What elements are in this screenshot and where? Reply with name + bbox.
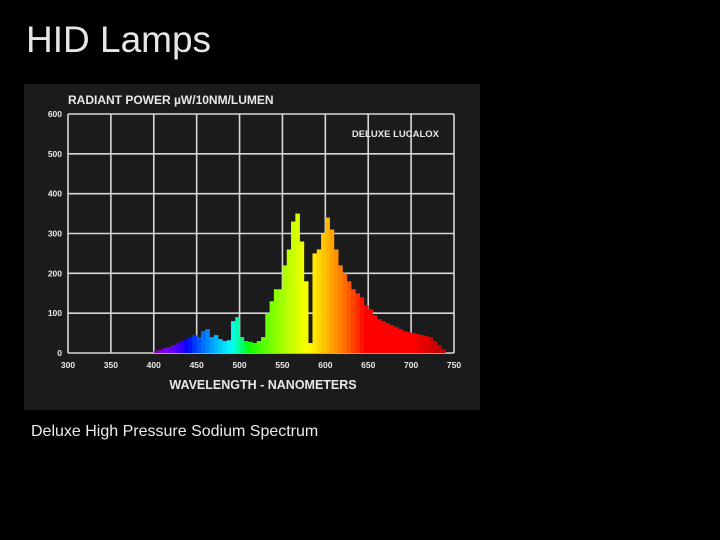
y-tick-label-200: 200 xyxy=(48,268,62,278)
spectrum-bar-475 xyxy=(218,339,223,353)
spectrum-bar-535 xyxy=(269,301,275,353)
spectrum-bar-470 xyxy=(213,335,219,353)
spectrum-bar-495 xyxy=(235,317,240,353)
x-tick-label-550: 550 xyxy=(275,360,289,370)
spectrum-bar-670 xyxy=(385,323,390,353)
spectrum-bar-440 xyxy=(188,337,193,353)
spectrum-bar-445 xyxy=(192,335,197,353)
spectrum-bar-520 xyxy=(256,341,262,353)
y-tick-labels: 0 100 200 300 400 500 600 xyxy=(48,109,62,358)
spectrum-bar-560 xyxy=(291,221,296,353)
spectrum-bar-545 xyxy=(278,289,283,353)
spectrum-bar-610 xyxy=(333,249,339,353)
chart-bars xyxy=(153,213,446,353)
spectrum-figure: RADIANT POWER µW/10NM/LUMEN DELUXE LUCAL… xyxy=(24,84,480,410)
figure-caption: Deluxe High Pressure Sodium Spectrum xyxy=(31,423,319,440)
spectrum-bar-645 xyxy=(363,305,369,353)
spectrum-bar-410 xyxy=(162,348,167,353)
chart-legend: DELUXE LUCALOX xyxy=(352,129,440,140)
spectrum-bar-485 xyxy=(226,340,232,353)
spectrum-chart: RADIANT POWER µW/10NM/LUMEN DELUXE LUCAL… xyxy=(48,93,462,392)
slide-title: HID Lamps xyxy=(26,19,212,60)
spectrum-bar-430 xyxy=(179,341,185,353)
x-tick-label-350: 350 xyxy=(104,360,118,370)
spectrum-bar-575 xyxy=(303,281,309,353)
spectrum-bar-435 xyxy=(183,339,189,353)
spectrum-bar-460 xyxy=(205,329,210,353)
spectrum-bar-730 xyxy=(436,345,442,353)
y-tick-label-600: 600 xyxy=(48,109,62,119)
chart-grid xyxy=(67,113,455,354)
spectrum-bar-635 xyxy=(355,293,360,353)
spectrum-bar-540 xyxy=(273,289,279,353)
spectrum-bar-680 xyxy=(393,327,399,353)
spectrum-bar-590 xyxy=(316,249,322,353)
x-tick-label-700: 700 xyxy=(404,360,418,370)
x-tick-label-400: 400 xyxy=(147,360,161,370)
spectrum-bar-425 xyxy=(175,343,180,353)
spectrum-bar-625 xyxy=(346,281,352,353)
spectrum-bar-725 xyxy=(432,341,438,353)
spectrum-bar-650 xyxy=(368,309,373,353)
spectrum-bar-710 xyxy=(419,335,425,353)
spectrum-bar-695 xyxy=(406,332,412,353)
x-tick-label-650: 650 xyxy=(361,360,375,370)
x-tick-label-300: 300 xyxy=(61,360,75,370)
spectrum-bar-630 xyxy=(351,289,356,353)
spectrum-bar-480 xyxy=(222,341,227,353)
x-tick-label-750: 750 xyxy=(447,360,461,370)
spectrum-bar-570 xyxy=(299,241,305,353)
spectrum-bar-550 xyxy=(282,265,288,353)
y-tick-label-500: 500 xyxy=(48,149,62,159)
spectrum-bar-405 xyxy=(158,349,163,353)
spectrum-bar-555 xyxy=(286,249,292,353)
y-tick-label-300: 300 xyxy=(48,229,62,239)
spectrum-bar-700 xyxy=(411,333,416,353)
spectrum-bar-605 xyxy=(329,229,335,353)
spectrum-bar-685 xyxy=(398,329,403,353)
x-tick-labels: 300 350 400 450 500 550 600 650 700 750 xyxy=(61,360,461,370)
spectrum-bar-615 xyxy=(338,265,343,353)
spectrum-bar-415 xyxy=(166,347,172,353)
y-tick-label-400: 400 xyxy=(48,189,62,199)
spectrum-bar-655 xyxy=(372,315,378,353)
y-tick-label-100: 100 xyxy=(48,308,62,318)
spectrum-bar-715 xyxy=(423,335,429,353)
x-tick-label-500: 500 xyxy=(232,360,246,370)
spectrum-bar-660 xyxy=(376,319,382,353)
spectrum-bar-525 xyxy=(261,337,266,353)
spectrum-bar-580 xyxy=(308,343,313,353)
spectrum-bar-720 xyxy=(428,337,433,353)
x-tick-label-600: 600 xyxy=(318,360,332,370)
spectrum-bar-490 xyxy=(230,321,236,353)
spectrum-bar-690 xyxy=(402,331,408,353)
spectrum-bar-420 xyxy=(170,345,176,353)
spectrum-bar-400 xyxy=(153,351,159,353)
y-tick-label-0: 0 xyxy=(57,348,62,358)
spectrum-bar-515 xyxy=(252,343,258,353)
spectrum-bar-675 xyxy=(389,325,395,353)
spectrum-bar-500 xyxy=(239,337,245,353)
spectrum-bar-450 xyxy=(196,337,202,353)
spectrum-bar-465 xyxy=(209,337,215,353)
spectrum-bar-585 xyxy=(312,253,318,353)
spectrum-bar-510 xyxy=(248,341,253,353)
spectrum-bar-455 xyxy=(200,331,206,353)
spectrum-bar-665 xyxy=(381,321,386,353)
spectrum-bar-735 xyxy=(441,349,446,353)
spectrum-bar-640 xyxy=(359,297,365,353)
spectrum-bar-595 xyxy=(321,233,326,353)
chart-title: RADIANT POWER µW/10NM/LUMEN xyxy=(68,93,274,107)
x-axis-label: WAVELENGTH - NANOMETERS xyxy=(169,378,356,392)
x-tick-label-450: 450 xyxy=(190,360,204,370)
spectrum-bar-530 xyxy=(265,313,270,353)
spectrum-bar-620 xyxy=(342,273,348,353)
spectrum-bar-565 xyxy=(295,213,300,353)
spectrum-bar-705 xyxy=(415,333,420,353)
spectrum-bar-600 xyxy=(325,217,330,353)
spectrum-bar-505 xyxy=(243,341,249,353)
